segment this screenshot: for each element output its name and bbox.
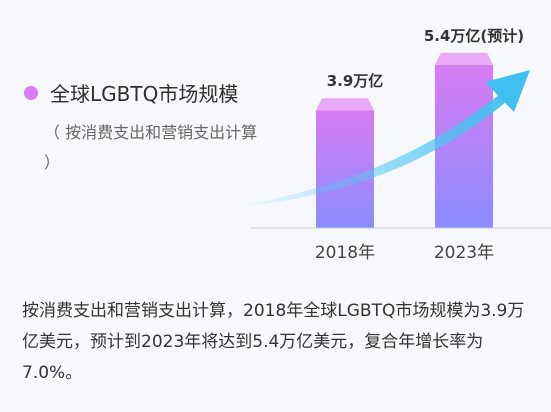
growth-arrow-head [485,70,530,112]
value-label-0: 3.9万亿 [327,72,384,90]
bar-cap-0 [316,98,374,111]
bar-0 [316,110,374,228]
chart-panel: 3.9万亿 2018年 5.4万亿(预计) 2023年 全球LGBTQ市场规模 （ 按… [24,27,551,263]
x-tick-label-0: 2018年 [315,243,375,263]
legend-note: （ 按消费支出和营销支出计算 ） [44,123,258,172]
growth-arrow [228,70,530,208]
caption-text: 按消费支出和营销支出计算，2018年全球LGBTQ市场规模为3.9万亿美元，预计… [22,301,525,383]
x-tick-label-1: 2023年 [434,243,494,263]
legend-label: 全球LGBTQ市场规模 [50,82,239,106]
bar-1 [435,64,493,228]
bar-cap-1 [435,52,493,65]
legend-marker [24,86,38,100]
bar-chart: 3.9万亿 2018年 5.4万亿(预计) 2023年 [228,27,551,263]
value-label-1: 5.4万亿(预计) [424,27,524,45]
